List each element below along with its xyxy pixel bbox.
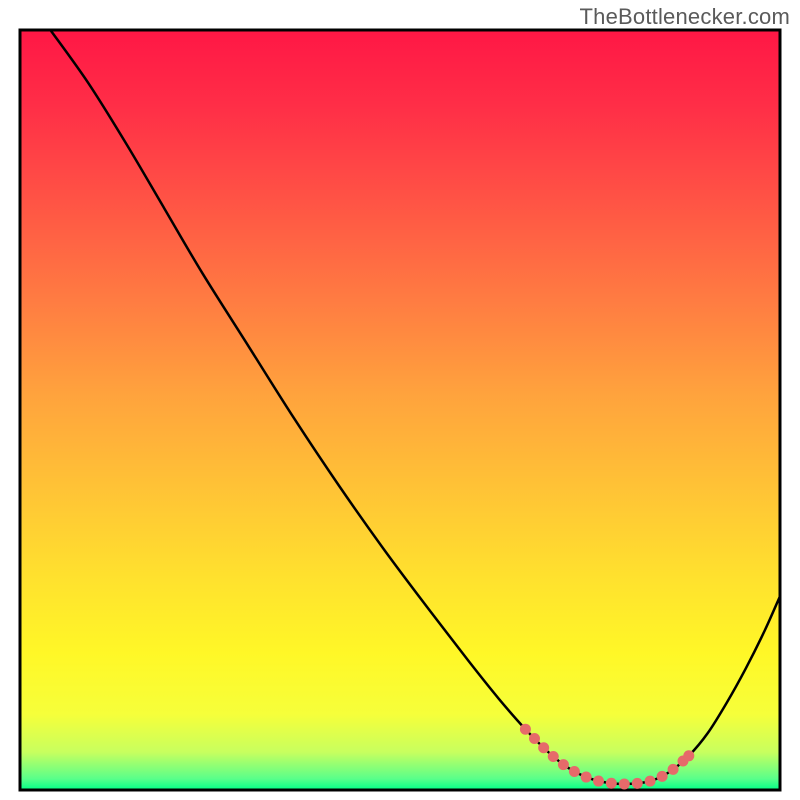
attribution-text: TheBottlenecker.com	[580, 4, 790, 30]
highlight-dot	[581, 772, 592, 783]
highlight-dot	[683, 750, 694, 761]
highlight-dot	[520, 724, 531, 735]
highlight-dot	[668, 764, 679, 775]
highlight-dot	[606, 778, 617, 789]
highlight-dot	[645, 776, 656, 787]
bottleneck-chart	[0, 0, 800, 800]
chart-container: TheBottlenecker.com	[0, 0, 800, 800]
highlight-dot	[548, 751, 559, 762]
highlight-dot	[632, 778, 643, 789]
highlight-dot	[558, 759, 569, 770]
highlight-dot	[593, 776, 604, 787]
highlight-dot	[529, 733, 540, 744]
plot-area	[20, 30, 780, 790]
highlight-dot	[657, 771, 668, 782]
highlight-dot	[619, 778, 630, 789]
highlight-dot	[538, 742, 549, 753]
highlight-dot	[569, 766, 580, 777]
gradient-background	[20, 30, 780, 790]
